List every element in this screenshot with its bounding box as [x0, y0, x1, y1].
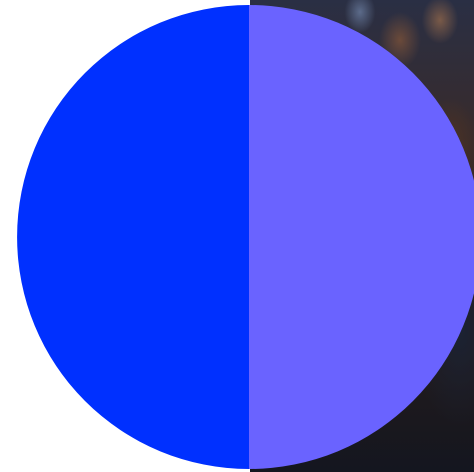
pie-slice-1 — [17, 5, 250, 469]
pie-slice-2 — [249, 5, 474, 469]
pie-slices — [17, 5, 474, 469]
